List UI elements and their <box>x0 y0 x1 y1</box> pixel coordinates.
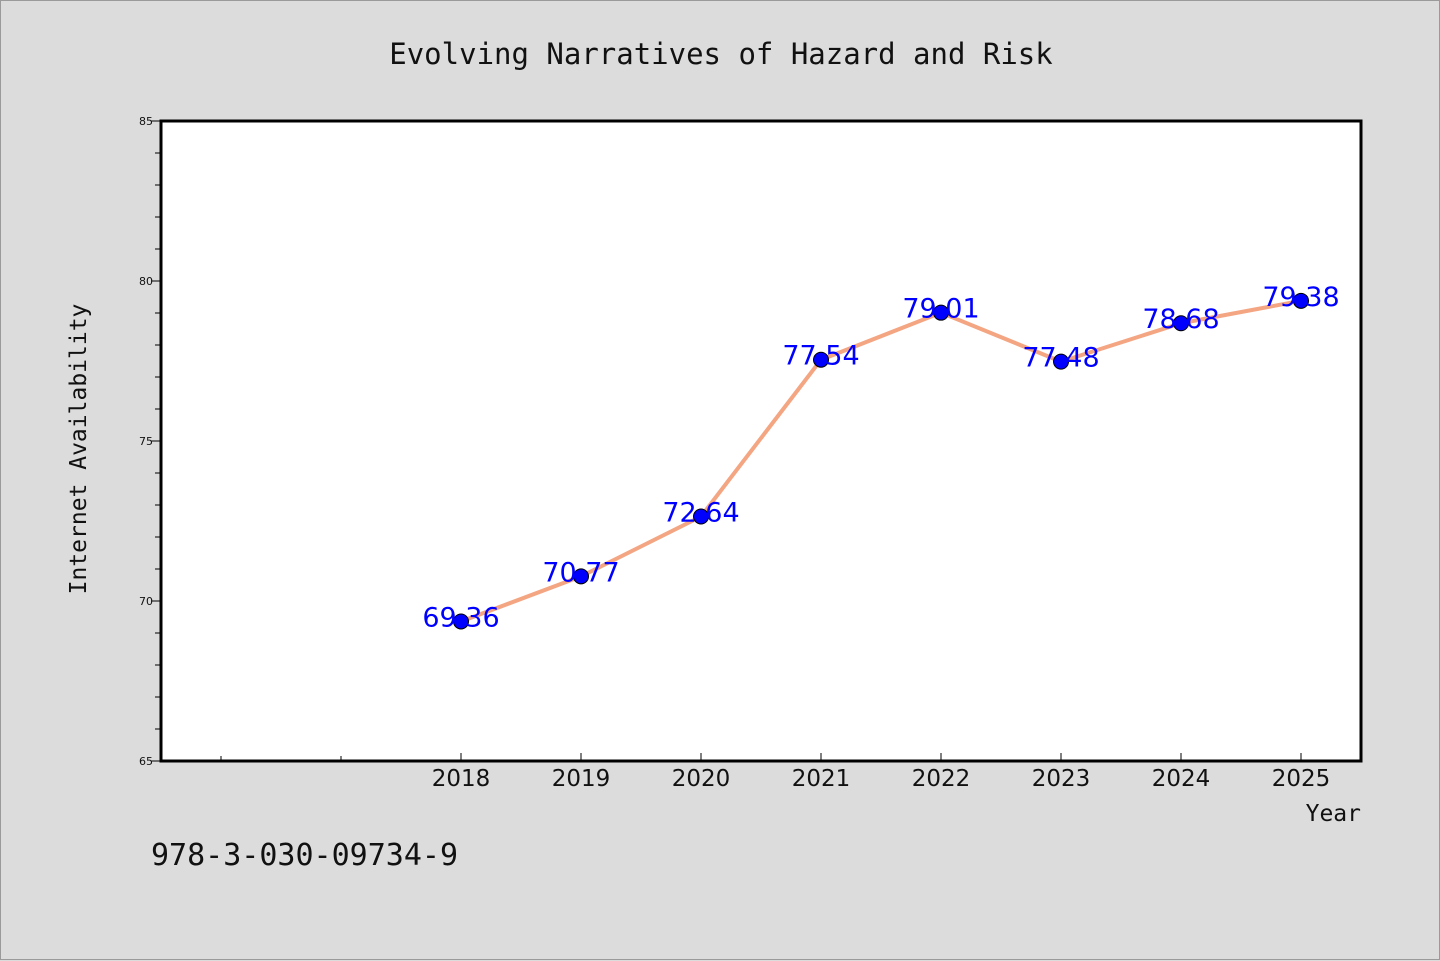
y-axis-label: Internet Availability <box>66 304 92 595</box>
data-point <box>453 613 469 630</box>
data-label: 69.36 <box>422 602 499 633</box>
y-tick-label: 75 <box>139 435 153 448</box>
x-tick-label: 2018 <box>432 766 491 792</box>
data-label: 77.54 <box>782 341 859 372</box>
x-tick-label: 2024 <box>1152 766 1211 792</box>
x-tick-label: 2023 <box>1032 766 1091 792</box>
data-label: 72.64 <box>662 498 739 529</box>
data-point <box>693 508 709 525</box>
x-tick-label: 2021 <box>792 766 851 792</box>
data-point <box>933 304 949 321</box>
data-point <box>573 568 589 585</box>
chart-title: Evolving Narratives of Hazard and Risk <box>389 37 1053 71</box>
x-tick-label: 2019 <box>552 766 611 792</box>
data-label: 79.01 <box>902 294 979 325</box>
data-label: 70.77 <box>542 557 619 588</box>
y-tick-label: 65 <box>139 755 153 768</box>
data-point <box>1173 315 1189 332</box>
footer-isbn-text: 978-3-030-09734-9 <box>151 838 458 873</box>
y-tick-label: 80 <box>139 275 153 288</box>
x-tick-label: 2025 <box>1272 766 1331 792</box>
x-tick-label: 2020 <box>672 766 731 792</box>
y-tick-label: 70 <box>139 595 153 608</box>
data-point <box>1053 353 1069 370</box>
data-label: 78.68 <box>1142 304 1219 335</box>
data-point <box>1293 292 1309 309</box>
series-line <box>459 298 1303 624</box>
data-label: 77.48 <box>1022 343 1099 374</box>
data-point <box>813 351 829 368</box>
x-axis-label: Year <box>1306 801 1361 827</box>
x-tick-label: 2022 <box>912 766 971 792</box>
y-tick-label: 85 <box>139 115 153 128</box>
data-label: 79.38 <box>1262 282 1339 313</box>
